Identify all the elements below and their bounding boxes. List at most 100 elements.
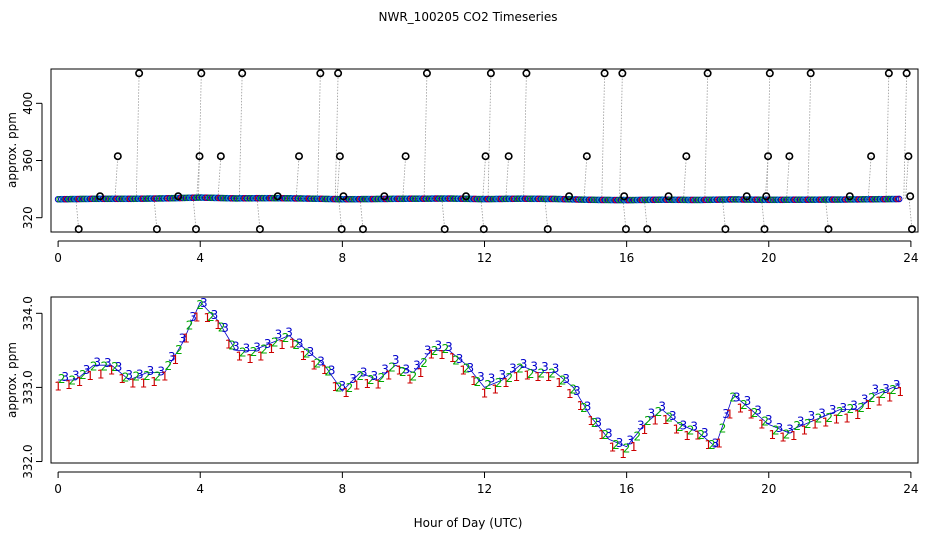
bottom-point-series-1: 1 bbox=[491, 382, 499, 396]
top-spike-point bbox=[74, 225, 83, 234]
top-spike-point bbox=[337, 225, 346, 234]
top-spike-point bbox=[479, 225, 488, 234]
bottom-point-series-1: 1 bbox=[118, 372, 126, 386]
bottom-data-marks: 1231231231231231231231231231231231231231… bbox=[54, 296, 904, 461]
bottom-x-axis: 0 4 8 12 16 20 24 bbox=[54, 471, 919, 496]
bottom-point-series-2: 2 bbox=[218, 320, 226, 334]
bottom-point-series-2: 2 bbox=[239, 345, 247, 359]
bottom-point-series-3: 3 bbox=[573, 384, 581, 398]
top-spike-connector bbox=[505, 156, 510, 199]
x-axis-label: Hour of Day (UTC) bbox=[414, 516, 523, 530]
bottom-point-series-3: 3 bbox=[72, 369, 80, 383]
top-spike-connector bbox=[544, 198, 549, 230]
bottom-point-series-2: 2 bbox=[665, 410, 673, 424]
top-spike-point bbox=[682, 152, 691, 161]
bottom-point-series-3: 3 bbox=[211, 308, 219, 322]
top-spike-point bbox=[620, 192, 629, 201]
top-spike-connector bbox=[217, 156, 222, 198]
top-y-tick-label: 320 bbox=[21, 206, 35, 229]
top-spike-connector bbox=[256, 198, 261, 230]
bottom-point-series-3: 3 bbox=[371, 369, 379, 383]
bottom-point-series-1: 1 bbox=[790, 429, 798, 443]
top-x-tick-label: 0 bbox=[54, 251, 62, 265]
bottom-point-series-1: 1 bbox=[811, 417, 819, 431]
bottom-point-series-1: 1 bbox=[641, 423, 649, 437]
bottom-point-series-2: 2 bbox=[751, 406, 759, 420]
bottom-x-tick-label: 0 bbox=[54, 482, 62, 496]
bottom-point-series-3: 3 bbox=[680, 418, 688, 432]
bottom-point-series-3: 3 bbox=[264, 337, 272, 351]
top-spike-connector bbox=[482, 156, 486, 200]
bottom-point-series-2: 2 bbox=[506, 371, 514, 385]
top-x-tick-label: 20 bbox=[761, 251, 776, 265]
top-x-tick-label: 24 bbox=[903, 251, 918, 265]
bottom-point-series-3: 3 bbox=[776, 421, 784, 435]
bottom-point-series-3: 3 bbox=[850, 398, 858, 412]
bottom-point-series-1: 1 bbox=[236, 350, 244, 364]
top-spike-point bbox=[197, 69, 206, 78]
bottom-point-series-2: 2 bbox=[633, 429, 641, 443]
top-spike-point bbox=[845, 192, 854, 201]
bottom-point-series-1: 1 bbox=[342, 386, 350, 400]
bottom-point-series-1: 1 bbox=[523, 368, 531, 382]
bottom-point-series-2: 2 bbox=[761, 415, 769, 429]
bottom-point-series-2: 2 bbox=[474, 375, 482, 389]
bottom-point-series-3: 3 bbox=[328, 364, 336, 378]
bottom-point-series-2: 2 bbox=[708, 438, 716, 452]
bottom-point-series-2: 2 bbox=[815, 411, 823, 425]
bottom-point-series-2: 2 bbox=[335, 380, 343, 394]
top-spike-point bbox=[422, 69, 431, 78]
top-spike-connector bbox=[402, 156, 407, 199]
bottom-point-series-1: 1 bbox=[363, 377, 371, 391]
bottom-point-series-2: 2 bbox=[122, 371, 130, 385]
bottom-point-series-2: 2 bbox=[527, 367, 535, 381]
bottom-point-series-1: 1 bbox=[449, 351, 457, 365]
bottom-point-series-3: 3 bbox=[584, 400, 592, 414]
bottom-point-series-2: 2 bbox=[431, 344, 439, 358]
bottom-point-series-1: 1 bbox=[97, 367, 105, 381]
bottom-point-series-3: 3 bbox=[424, 343, 432, 357]
top-spike-point bbox=[295, 152, 304, 161]
bottom-point-series-3: 3 bbox=[115, 360, 123, 374]
bottom-point-series-3: 3 bbox=[626, 434, 634, 448]
top-spike-connector bbox=[867, 156, 872, 200]
bottom-point-series-2: 2 bbox=[836, 405, 844, 419]
chart-title: NWR_100205 CO2 Timeseries bbox=[379, 10, 558, 24]
bottom-point-series-1: 1 bbox=[651, 414, 659, 428]
bottom-point-series-2: 2 bbox=[90, 360, 98, 374]
top-spike-point bbox=[191, 225, 200, 234]
top-spike-connector bbox=[338, 199, 343, 230]
top-spike-point bbox=[643, 225, 652, 234]
bottom-point-series-2: 2 bbox=[772, 423, 780, 437]
bottom-point-series-2: 2 bbox=[143, 369, 151, 383]
bottom-point-series-3: 3 bbox=[392, 353, 400, 367]
bottom-point-series-1: 1 bbox=[161, 369, 169, 383]
top-spike-point bbox=[238, 69, 247, 78]
top-spike-point bbox=[522, 69, 531, 78]
bottom-point-series-1: 1 bbox=[896, 385, 904, 399]
top-spike-point bbox=[316, 69, 325, 78]
bottom-point-series-3: 3 bbox=[83, 363, 91, 377]
bottom-point-series-3: 3 bbox=[520, 357, 528, 371]
bottom-point-series-3: 3 bbox=[307, 345, 315, 359]
top-y-axis-label: approx. ppm bbox=[5, 112, 19, 188]
bottom-point-series-2: 2 bbox=[612, 438, 620, 452]
top-x-tick-label: 8 bbox=[339, 251, 347, 265]
bottom-point-series-2: 2 bbox=[154, 370, 162, 384]
bottom-point-series-2: 2 bbox=[793, 419, 801, 433]
top-panel: 0 4 8 12 16 20 24 320 360 400 approx. ppm bbox=[5, 68, 919, 265]
bottom-point-series-1: 1 bbox=[545, 370, 553, 384]
bottom-point-series-2: 2 bbox=[207, 310, 215, 324]
top-spike-connector bbox=[359, 199, 364, 230]
bottom-point-series-2: 2 bbox=[580, 401, 588, 415]
bottom-point-series-2: 2 bbox=[889, 383, 897, 397]
bottom-point-series-1: 1 bbox=[779, 430, 787, 444]
bottom-point-series-2: 2 bbox=[282, 331, 290, 345]
bottom-plot-frame bbox=[50, 296, 919, 464]
bottom-point-series-2: 2 bbox=[879, 387, 887, 401]
bottom-point-series-2: 2 bbox=[420, 356, 428, 370]
top-spike-point bbox=[907, 225, 916, 234]
bottom-point-series-1: 1 bbox=[800, 423, 808, 437]
top-spike-point bbox=[543, 225, 552, 234]
